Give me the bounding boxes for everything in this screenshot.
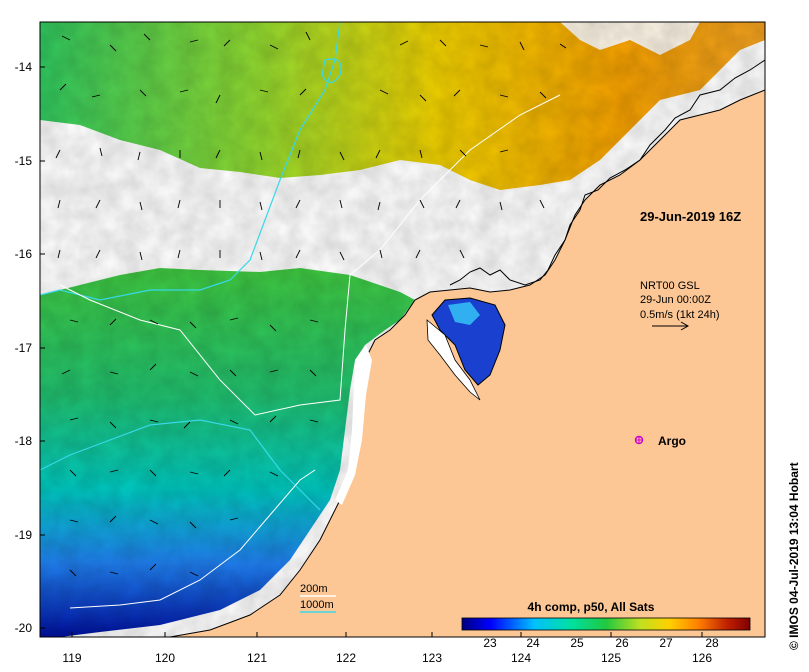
argo-marker-cross xyxy=(635,436,643,444)
current-vectors xyxy=(55,31,567,577)
lon-axis: 119 120 121 122 123 124 125 126 xyxy=(62,651,712,665)
lon-tick-label: 119 xyxy=(62,651,81,665)
axis-ticks xyxy=(40,66,703,637)
argo-float: Argo xyxy=(634,434,686,448)
lon-tick-label: 122 xyxy=(336,651,356,665)
map-timestamp: 29-Jun-2019 16Z xyxy=(640,209,741,224)
colorbar-tick: 24 xyxy=(526,636,540,650)
argo-label: Argo xyxy=(658,434,686,448)
colorbar-tick: 28 xyxy=(705,636,719,650)
lon-tick-label: 126 xyxy=(692,651,712,665)
lon-tick-label: 123 xyxy=(422,651,442,665)
isobath-200m xyxy=(59,94,561,416)
lat-tick-label: -19 xyxy=(15,528,33,542)
colorbar-tick: 26 xyxy=(615,636,629,650)
isobath-200m-label: 200m xyxy=(300,583,328,595)
colorbar-tick: 25 xyxy=(570,636,584,650)
colorbar-gradient xyxy=(461,617,751,631)
lon-tick-label: 124 xyxy=(511,651,531,665)
vector-scale-arrowhead xyxy=(680,321,690,331)
lat-axis: -14 -15 -16 -17 -18 -19 -20 xyxy=(15,60,33,635)
map-panel xyxy=(40,22,765,637)
vector-scale-label: 0.5m/s (1kt 24h) xyxy=(640,309,719,321)
isobath-legend: 200m 1000m xyxy=(300,583,336,613)
map-frame xyxy=(39,21,766,638)
isobath-1000m xyxy=(40,22,341,301)
colorbar-title: 4h comp, p50, All Sats xyxy=(528,600,655,614)
colorbar-tick: 27 xyxy=(659,636,673,650)
isobath-1000m-label: 1000m xyxy=(300,599,334,611)
lon-tick-label: 121 xyxy=(247,651,267,665)
lat-tick-label: -16 xyxy=(15,247,33,261)
sound-water xyxy=(431,297,506,386)
colorbar-tick: 23 xyxy=(483,636,497,650)
lon-tick-label: 120 xyxy=(155,651,175,665)
imos-credit: © IMOS 04-Jul-2019 13:04 Hobart xyxy=(787,462,801,650)
current-date-label: 29-Jun 00:00Z xyxy=(640,294,711,306)
kimberley-coast xyxy=(449,59,765,286)
current-product-label: NRT00 GSL xyxy=(640,280,700,292)
lat-tick-label: -17 xyxy=(15,341,33,355)
lon-tick-label: 125 xyxy=(601,651,621,665)
current-legend: NRT00 GSL 29-Jun 00:00Z 0.5m/s (1kt 24h) xyxy=(640,280,719,331)
lat-tick-label: -15 xyxy=(15,154,33,168)
lat-tick-label: -18 xyxy=(15,434,33,448)
colorbar: 4h comp, p50, All Sats 23 24 25 26 27 28 xyxy=(461,600,751,650)
lat-tick-label: -20 xyxy=(15,621,33,635)
lat-tick-label: -14 xyxy=(15,60,33,74)
